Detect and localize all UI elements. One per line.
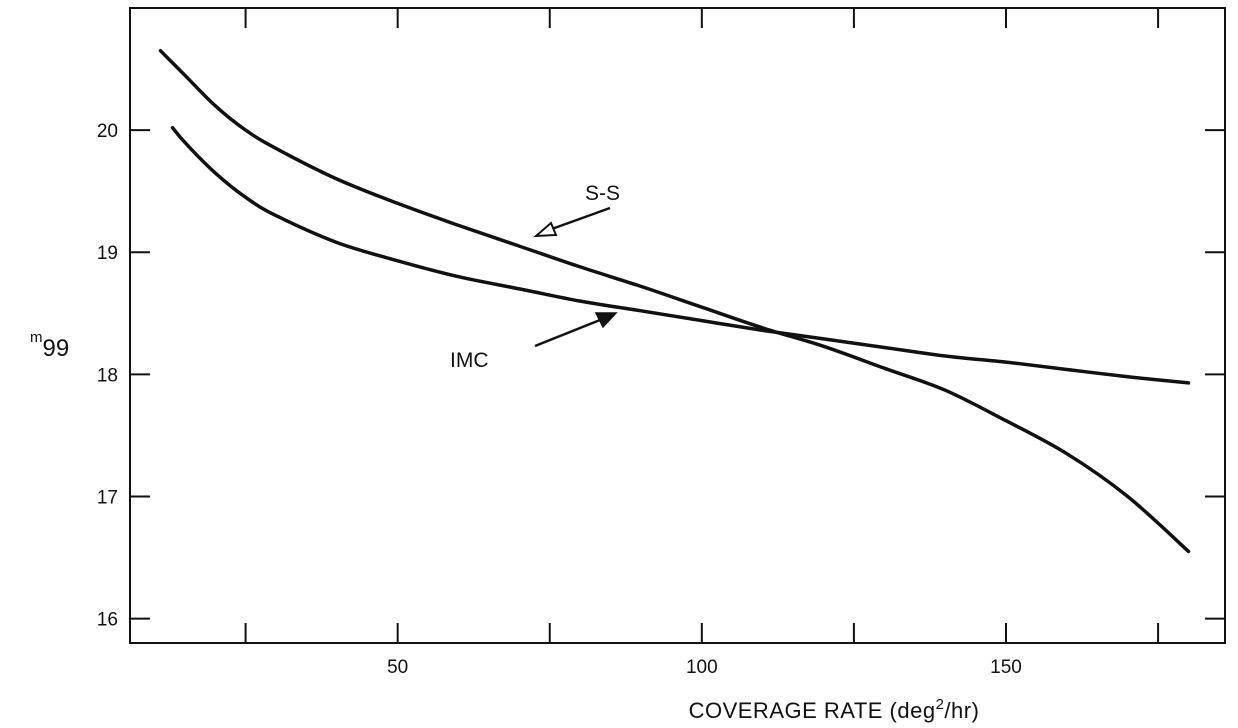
series-line-imc	[170, 125, 1191, 385]
y-tick-label: 16	[97, 610, 118, 631]
tick-labels: 50 100 150 16 17 18 19 20	[97, 121, 1022, 678]
x-tick-label: 150	[990, 657, 1022, 678]
x-tick-label: 50	[387, 657, 408, 678]
plot-frame	[129, 7, 1226, 644]
series-label-s-s: S-S	[585, 182, 620, 205]
arrowhead-imc	[594, 312, 618, 329]
y-tick-label: 18	[97, 365, 118, 386]
annotations: S-S IMC	[450, 182, 620, 372]
data-series	[158, 48, 1191, 554]
x-axis-label: COVERAGE RATE (deg2/hr)	[689, 696, 980, 723]
x-tick-label: 100	[686, 657, 718, 678]
series-line-s-s	[158, 48, 1191, 554]
y-tick-label: 20	[97, 121, 118, 142]
series-label-imc: IMC	[450, 349, 489, 372]
arrow-imc	[534, 318, 601, 348]
y-axis-label: m99	[30, 329, 69, 362]
y-tick-label: 17	[97, 487, 118, 508]
arrow-s-s	[548, 206, 611, 232]
arrowhead-s-s	[533, 221, 558, 238]
axis-ticks	[130, 8, 1225, 643]
y-tick-label: 19	[97, 243, 118, 264]
